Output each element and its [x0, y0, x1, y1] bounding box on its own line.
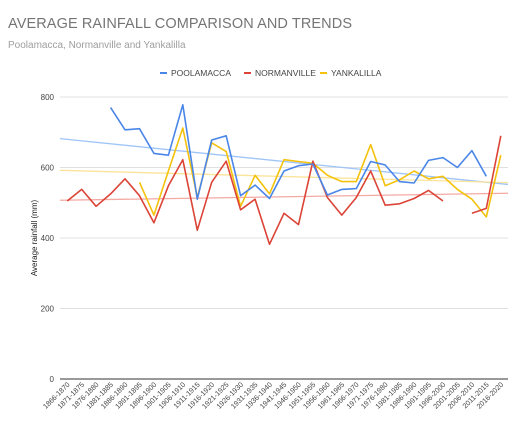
series-line-poolamacca — [109, 104, 487, 200]
y-tick-label: 200 — [41, 305, 55, 314]
series-line-normanville — [471, 135, 502, 215]
legend-label-yankalilla: YANKALILLA — [331, 68, 382, 78]
trend-line-yankalilla — [59, 169, 509, 184]
chart-title: AVERAGE RAINFALL COMPARISON AND TRENDS — [8, 16, 353, 32]
y-tick-label: 400 — [41, 234, 55, 243]
y-tick-label: 600 — [41, 164, 55, 173]
chart-subtitle: Poolamacca, Normanville and Yankalilla — [8, 40, 186, 51]
series-line-normanville — [66, 158, 444, 246]
legend-label-poolamacca: POOLAMACCA — [171, 68, 231, 78]
y-tick-label: 0 — [50, 375, 55, 384]
y-tick-label: 800 — [41, 93, 55, 102]
y-axis-label: Average rainfall (mm) — [30, 200, 39, 277]
legend-label-normanville: NORMANVILLE — [255, 68, 316, 78]
